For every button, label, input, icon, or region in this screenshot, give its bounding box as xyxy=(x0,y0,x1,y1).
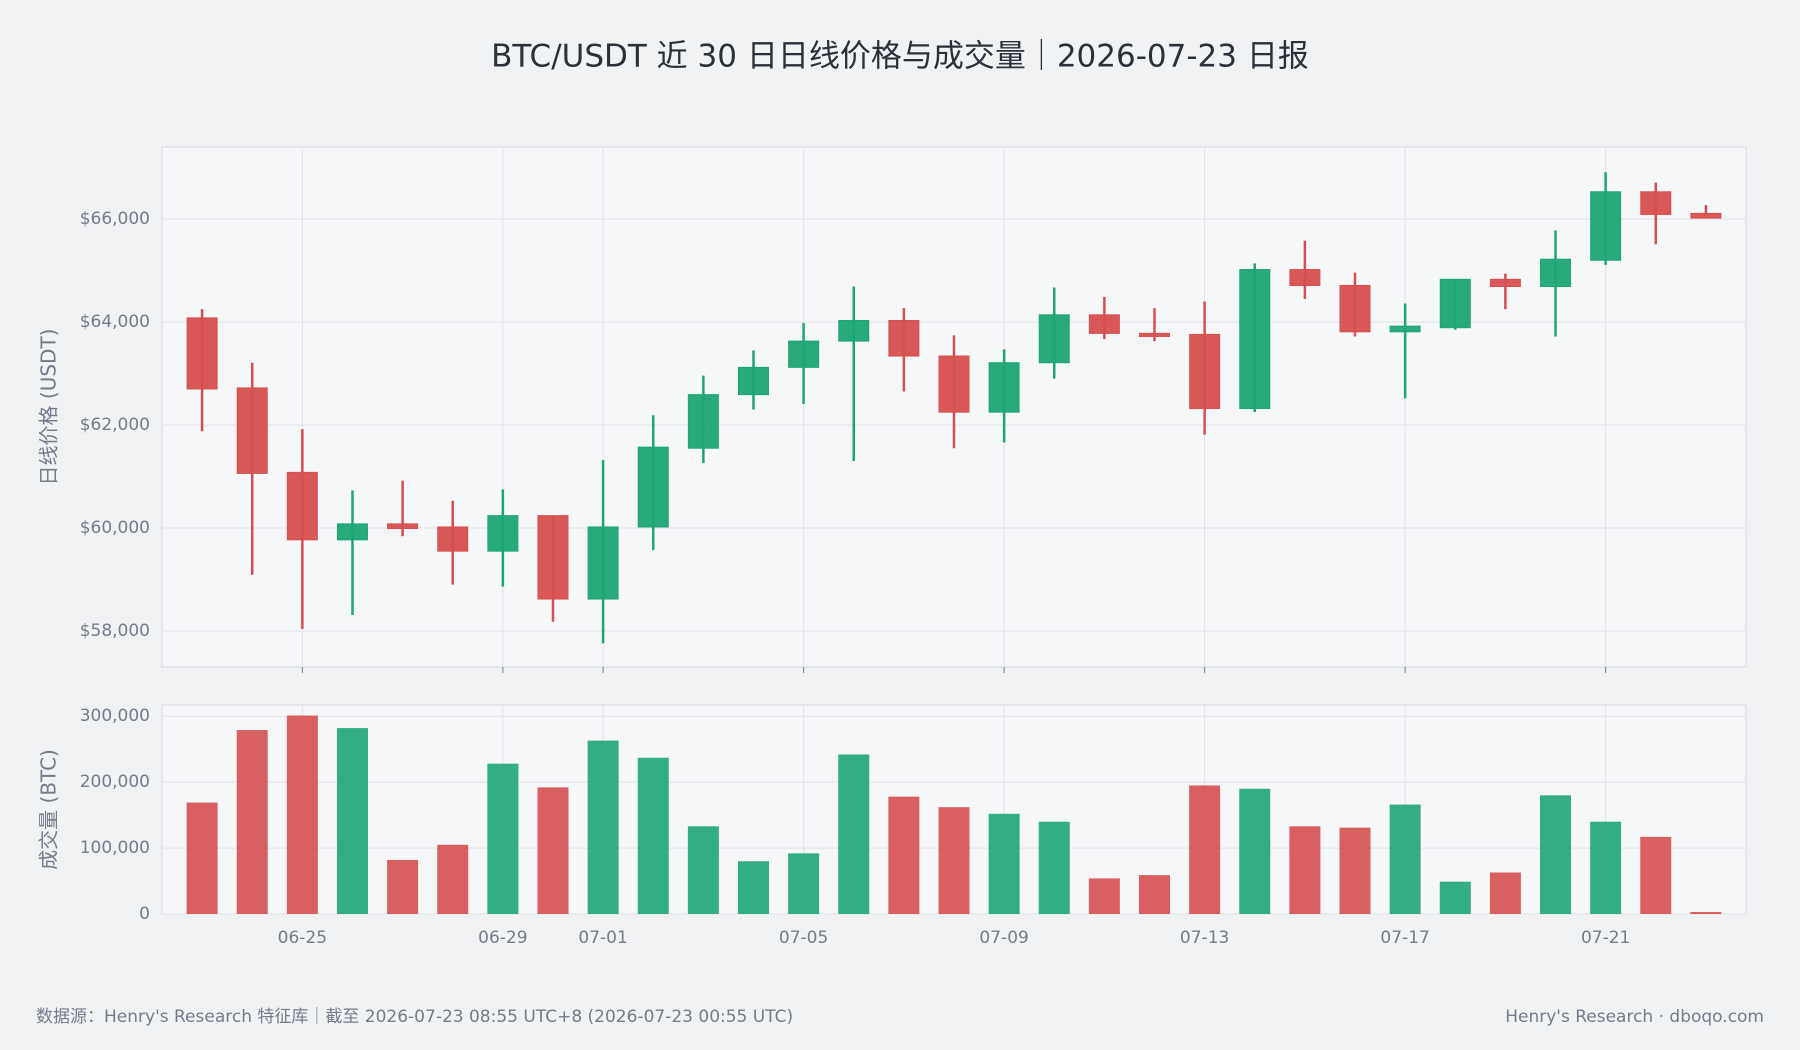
volume-bar xyxy=(186,802,218,914)
volume-bar xyxy=(687,826,719,914)
candle-body xyxy=(336,523,368,541)
candle-body xyxy=(788,340,820,368)
candle-body xyxy=(938,355,970,413)
y-tick-label: $58,000 xyxy=(80,621,150,641)
volume-bar xyxy=(387,859,419,914)
candle-body xyxy=(236,387,268,474)
volume-bar xyxy=(838,754,870,914)
volume-bar xyxy=(1088,878,1120,914)
y-tick-label: $60,000 xyxy=(80,518,150,538)
volume-bar xyxy=(1439,881,1471,914)
candle-body xyxy=(1489,278,1521,288)
candle-body xyxy=(1439,278,1471,329)
y-tick-label: 100,000 xyxy=(80,838,150,858)
volume-bar xyxy=(1339,827,1371,914)
candle-body xyxy=(1590,191,1622,261)
candle-body xyxy=(687,394,719,449)
candle-body xyxy=(537,515,569,600)
candle-body xyxy=(1038,314,1070,364)
volume-bar xyxy=(236,730,268,914)
volume-bar xyxy=(1389,804,1421,914)
candle-body xyxy=(1389,325,1421,333)
x-tick-label: 07-17 xyxy=(1380,928,1429,948)
y-tick-label: 0 xyxy=(139,904,150,924)
volume-bar xyxy=(1038,821,1070,914)
volume-bar xyxy=(637,757,669,914)
candle-body xyxy=(1139,332,1171,337)
candle-body xyxy=(587,526,619,600)
volume-bar xyxy=(286,715,318,914)
candle-body xyxy=(1189,333,1221,410)
candle-body xyxy=(1690,212,1722,219)
candle-body xyxy=(286,471,318,541)
x-tick-label: 07-05 xyxy=(779,928,828,948)
volume-bar xyxy=(487,763,519,914)
x-tick-label: 07-13 xyxy=(1180,928,1229,948)
volume-bar xyxy=(1540,795,1572,914)
candle-body xyxy=(838,320,870,342)
x-tick-label: 07-01 xyxy=(578,928,627,948)
y-tick-label: 300,000 xyxy=(80,706,150,726)
x-tick-label: 07-21 xyxy=(1581,928,1630,948)
y-tick-label: $66,000 xyxy=(80,209,150,229)
volume-bar xyxy=(988,813,1020,914)
candle-body xyxy=(1239,269,1271,410)
volume-bar xyxy=(1590,821,1622,914)
candle-body xyxy=(637,446,669,528)
y-tick-label: 200,000 xyxy=(80,772,150,792)
x-tick-label: 06-25 xyxy=(278,928,327,948)
volume-bar xyxy=(336,728,368,914)
volume-bar xyxy=(1640,836,1672,914)
y-axis-label: 成交量 (BTC) xyxy=(37,749,61,870)
volume-bar xyxy=(1239,788,1271,914)
candle-body xyxy=(487,515,519,552)
volume-bar xyxy=(587,740,619,914)
candle-body xyxy=(888,320,920,357)
candle-body xyxy=(437,526,469,552)
volume-bar xyxy=(737,861,769,914)
volume-bar xyxy=(788,853,820,914)
candle-body xyxy=(737,366,769,396)
candle-body xyxy=(186,317,218,390)
y-axis-label: 日线价格 (USDT) xyxy=(37,329,61,486)
candle-body xyxy=(1088,314,1120,334)
candle-body xyxy=(1339,284,1371,333)
chart-title: BTC/USDT 近 30 日日线价格与成交量｜2026-07-23 日报 xyxy=(491,39,1309,75)
candle-body xyxy=(1540,258,1572,288)
footer-source: 数据源：Henry's Research 特征库｜截至 2026-07-23 0… xyxy=(36,1007,793,1027)
x-tick-label: 06-29 xyxy=(478,928,527,948)
volume-bar xyxy=(1690,912,1722,914)
candle-body xyxy=(387,523,419,530)
volume-bar xyxy=(1489,872,1521,914)
volume-bar xyxy=(938,807,970,914)
volume-bar xyxy=(888,796,920,914)
volume-bar xyxy=(537,787,569,914)
volume-bar xyxy=(1139,875,1171,914)
candle-body xyxy=(1289,269,1321,286)
x-tick-label: 07-09 xyxy=(979,928,1028,948)
y-tick-label: $64,000 xyxy=(80,312,150,332)
y-tick-label: $62,000 xyxy=(80,415,150,435)
volume-bar xyxy=(1289,826,1321,914)
candle-body xyxy=(1640,191,1672,215)
candle-body xyxy=(988,362,1020,413)
volume-bar xyxy=(1189,785,1221,914)
volume-bar xyxy=(437,844,469,914)
footer-credit: Henry's Research · dboqo.com xyxy=(1505,1007,1764,1027)
